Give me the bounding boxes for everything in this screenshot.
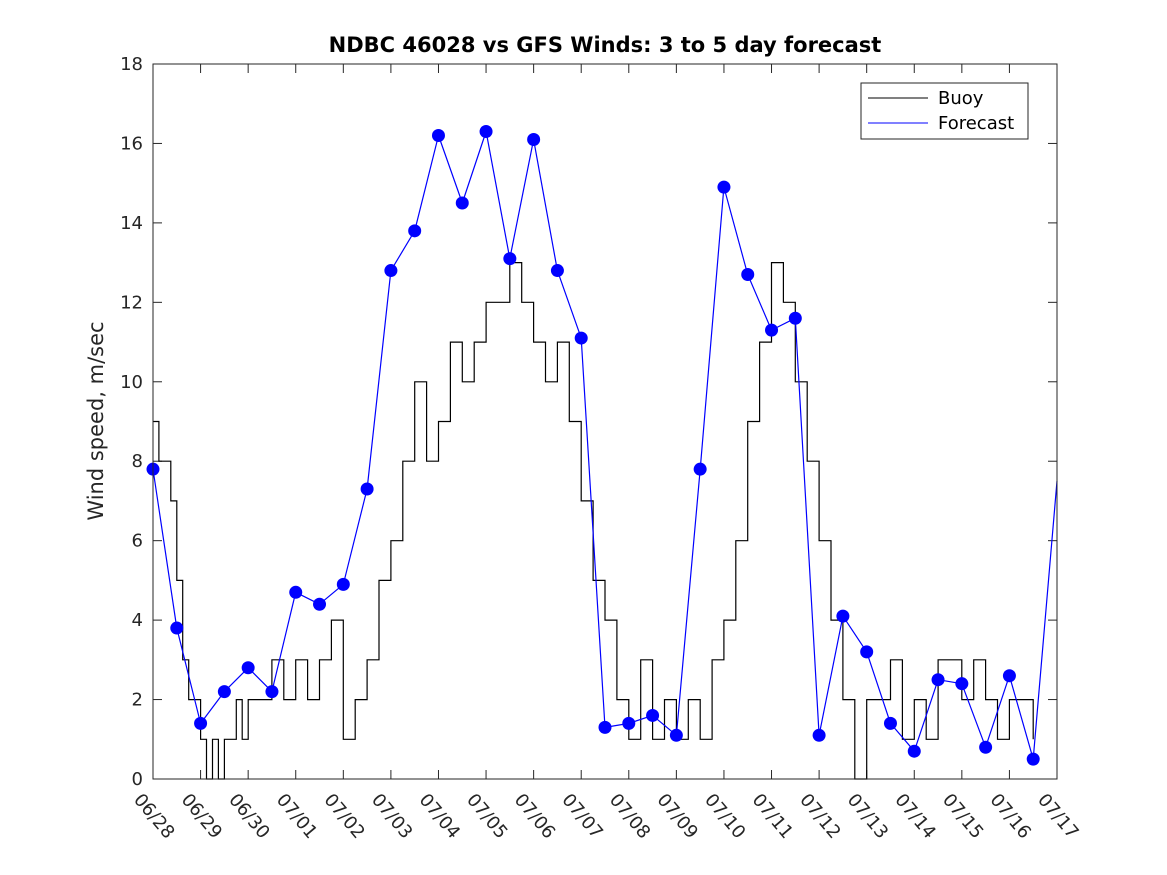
forecast-marker bbox=[313, 597, 327, 611]
forecast-marker bbox=[170, 621, 184, 635]
legend-buoy-label: Buoy bbox=[938, 88, 984, 109]
forecast-marker bbox=[622, 716, 636, 730]
forecast-marker bbox=[669, 728, 683, 742]
forecast-marker bbox=[812, 728, 826, 742]
y-tick-label: 18 bbox=[120, 54, 143, 75]
forecast-marker bbox=[931, 673, 945, 687]
forecast-marker bbox=[574, 331, 588, 345]
forecast-marker bbox=[788, 311, 802, 325]
forecast-marker bbox=[598, 720, 612, 734]
chart-title: NDBC 46028 vs GFS Winds: 3 to 5 day fore… bbox=[329, 33, 882, 57]
forecast-marker bbox=[527, 132, 541, 146]
forecast-marker bbox=[360, 482, 374, 496]
forecast-marker bbox=[1026, 752, 1040, 766]
forecast-marker bbox=[979, 740, 993, 754]
forecast-marker bbox=[1002, 669, 1016, 683]
legend-box bbox=[860, 82, 1029, 140]
y-tick-label: 6 bbox=[132, 531, 143, 552]
forecast-marker bbox=[408, 224, 422, 238]
y-tick-label: 8 bbox=[132, 451, 143, 472]
forecast-marker bbox=[836, 609, 850, 623]
forecast-marker bbox=[765, 323, 779, 337]
forecast-marker bbox=[717, 180, 731, 194]
forecast-marker bbox=[265, 685, 279, 699]
forecast-marker bbox=[955, 677, 969, 691]
y-tick-label: 10 bbox=[120, 372, 143, 393]
forecast-marker bbox=[289, 585, 303, 599]
forecast-marker bbox=[241, 661, 255, 675]
forecast-marker bbox=[860, 645, 874, 659]
legend: Buoy Forecast bbox=[860, 82, 1029, 140]
plot-frame bbox=[152, 63, 1058, 780]
y-tick-label: 0 bbox=[132, 769, 143, 790]
forecast-marker bbox=[455, 196, 469, 210]
forecast-marker bbox=[217, 685, 231, 699]
forecast-marker bbox=[503, 252, 517, 266]
y-tick-label: 12 bbox=[120, 292, 143, 313]
y-axis-label: Wind speed, m/sec bbox=[84, 321, 108, 520]
forecast-marker bbox=[431, 129, 445, 142]
forecast-marker bbox=[336, 577, 350, 591]
forecast-marker bbox=[741, 268, 755, 282]
forecast-marker bbox=[194, 716, 208, 730]
y-tick-label: 16 bbox=[120, 133, 143, 154]
y-tick-label: 2 bbox=[132, 690, 143, 711]
forecast-markers bbox=[146, 125, 1040, 766]
forecast-marker bbox=[883, 716, 897, 730]
forecast-marker bbox=[646, 708, 660, 722]
forecast-marker bbox=[479, 125, 493, 139]
legend-forecast-label: Forecast bbox=[938, 113, 1014, 134]
forecast-marker bbox=[384, 264, 398, 278]
y-tick-label: 14 bbox=[120, 213, 143, 234]
forecast-marker bbox=[693, 462, 707, 476]
y-tick-label: 4 bbox=[132, 610, 143, 631]
forecast-marker bbox=[907, 744, 921, 758]
forecast-marker bbox=[550, 264, 564, 278]
